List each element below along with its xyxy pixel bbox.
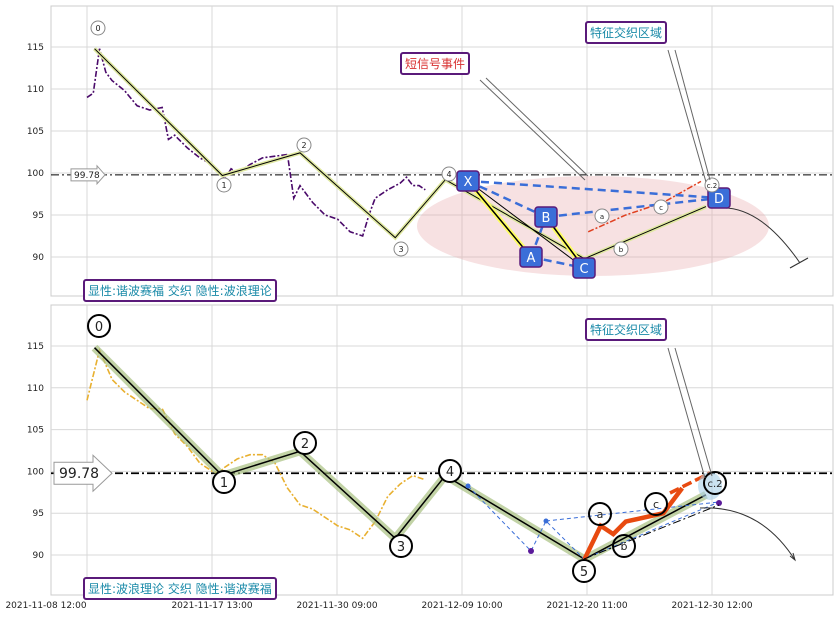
abc-circle <box>644 492 668 516</box>
bottom-harmonic-bd <box>545 501 720 522</box>
harmonic-point <box>716 500 722 506</box>
bottom-feature-region-label: 特征交织区域 <box>585 318 668 341</box>
xa-line <box>467 180 532 258</box>
y-tick-label: 105 <box>27 426 44 436</box>
wave-circle <box>293 431 317 455</box>
wave-number: 4 <box>446 170 451 179</box>
y-tick-label: 95 <box>33 211 44 221</box>
x-tick-label: 2021-11-17 13:00 <box>171 601 252 611</box>
top-red-series <box>587 180 702 233</box>
y-tick-label: 95 <box>33 509 44 519</box>
top-feature-region-label: 特征交织区域 <box>585 21 668 44</box>
pattern-box-c <box>572 257 596 279</box>
top-panel-frame <box>50 5 834 297</box>
y-tick-label: 100 <box>27 169 44 179</box>
pattern-label-d: D <box>714 192 724 207</box>
bottom-projection-arrow <box>789 552 796 562</box>
abc-circle <box>588 502 612 526</box>
y-tick-label: 90 <box>33 253 45 263</box>
reference-value-label: 99.78 <box>74 171 100 181</box>
top-footer-label: 显性:谐波赛福 交织 隐性:波浪理论 <box>83 279 277 302</box>
wave-number: 2 <box>301 437 309 452</box>
wave-number: 1 <box>221 181 226 190</box>
wave-number: 0 <box>95 320 103 335</box>
x-tick-label: 2021-12-20 11:00 <box>546 601 627 611</box>
wave-circle <box>90 20 106 36</box>
wave-circle <box>296 137 312 153</box>
bottom-projection-curve <box>699 507 796 561</box>
y-tick-label: 90 <box>33 551 45 561</box>
abc-label: b <box>619 246 624 254</box>
abc-circle <box>704 177 720 193</box>
abc-circle <box>613 241 629 257</box>
x-tick-label: 2021-11-30 09:00 <box>296 601 377 611</box>
bottom-panel-frame <box>50 304 834 596</box>
short-signal-event-label: 短信号事件 <box>400 52 471 75</box>
y-tick-label: 110 <box>27 85 44 95</box>
y-tick-label: 105 <box>27 127 44 137</box>
x-tick-label: 2021-12-09 10:00 <box>421 601 502 611</box>
wave-number: 3 <box>397 540 405 555</box>
y-tick-label: 110 <box>27 384 44 394</box>
abc-label: c.2 <box>707 479 722 490</box>
abc-label: a <box>597 508 604 521</box>
projection-end <box>789 257 809 269</box>
abc-label: b <box>621 540 628 553</box>
wave-circle <box>389 534 413 558</box>
pattern-label-c: C <box>579 262 588 277</box>
pattern-box-a <box>519 246 543 268</box>
reference-value-label: 99.78 <box>59 466 99 482</box>
wave-circle <box>438 459 462 483</box>
top-price-series <box>86 48 426 238</box>
y-tick-label: 115 <box>27 342 44 352</box>
reference-arrow <box>70 164 106 186</box>
xd-line <box>467 179 720 200</box>
wave-circle <box>216 177 232 193</box>
bd-line <box>545 196 720 219</box>
wave-circle <box>212 470 236 494</box>
harmonic-point <box>543 518 549 524</box>
event-callout <box>479 77 589 181</box>
x-tick-label: 2021-11-08 12:00 <box>5 601 86 611</box>
bottom-harmonic-line <box>467 485 720 560</box>
region-callout-top <box>667 49 711 183</box>
wave-circle <box>87 314 111 338</box>
wave-number: 4 <box>446 465 454 480</box>
bottom-price-series <box>86 347 426 540</box>
harmonic-point <box>528 548 534 554</box>
wave-number: 1 <box>220 476 228 491</box>
abc-circle <box>612 534 636 558</box>
abc-label: c.2 <box>707 182 718 190</box>
y-tick-label: 115 <box>27 43 44 53</box>
abc-circle <box>703 471 727 495</box>
region-callout-bottom <box>667 347 713 479</box>
wave-number: 2 <box>301 141 306 150</box>
xb-line <box>467 179 547 219</box>
x-tick-label: 2021-12-30 12:00 <box>671 601 752 611</box>
y-tick-label: 100 <box>27 467 44 477</box>
abc-circle <box>653 199 669 215</box>
xc-line <box>467 180 585 269</box>
wave-number: 3 <box>398 245 403 254</box>
harmonic-point <box>465 483 471 489</box>
wave-number: 0 <box>95 24 100 33</box>
abc-label: c <box>659 204 663 212</box>
pattern-label-b: B <box>542 211 551 226</box>
wave-number: 5 <box>580 565 588 580</box>
pattern-box-x <box>456 170 480 192</box>
pattern-box-b <box>534 206 558 228</box>
abc-label: a <box>600 213 604 221</box>
bottom-footer-label: 显性:波浪理论 交织 隐性:谐波赛福 <box>83 577 277 600</box>
abc-label: c <box>653 498 659 511</box>
bottom-wave-halo <box>91 344 708 564</box>
wave-circle <box>572 559 596 583</box>
pattern-label-x: X <box>464 175 473 190</box>
pattern-label-a: A <box>527 251 536 266</box>
pattern-box-d <box>707 187 731 209</box>
abc-circle <box>594 208 610 224</box>
wave-circle <box>393 241 409 257</box>
wave-circle <box>441 166 457 182</box>
reference-arrow <box>53 454 113 493</box>
